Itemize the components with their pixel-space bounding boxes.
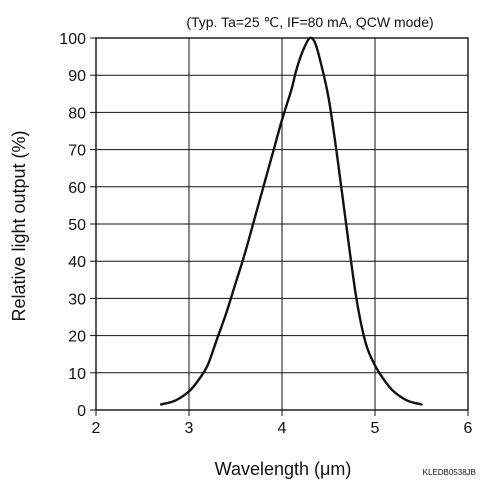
y-axis-title: Relative light output (%)	[9, 130, 29, 321]
x-axis-title: Wavelength (μm)	[215, 459, 352, 479]
y-tick-label: 90	[68, 68, 86, 85]
y-tick-label: 70	[68, 143, 86, 160]
y-tick-label: 50	[68, 217, 86, 234]
series-line-relative-light-output	[159, 36, 423, 406]
x-tick-label: 3	[185, 420, 194, 437]
y-tick-label: 30	[68, 291, 86, 308]
y-tick-label: 20	[68, 329, 86, 346]
y-axis-ticks: 0 10 20 30 40 50 60 70 80 90 100	[59, 31, 96, 420]
y-tick-label: 80	[68, 105, 86, 122]
x-tick-label: 2	[92, 420, 101, 437]
x-tick-label: 6	[464, 420, 473, 437]
y-tick-label: 100	[59, 31, 86, 48]
chart-subtitle: (Typ. Ta=25 ℃, IF=80 mA, QCW mode)	[186, 14, 433, 30]
x-tick-label: 4	[278, 420, 287, 437]
figure-code: KLEDB0538JB	[423, 468, 476, 477]
x-tick-label: 5	[371, 420, 380, 437]
y-tick-label: 10	[68, 366, 86, 383]
y-tick-label: 60	[68, 180, 86, 197]
grid	[96, 38, 468, 410]
y-tick-label: 0	[77, 403, 86, 420]
y-tick-label: 40	[68, 254, 86, 271]
x-axis-ticks: 2 3 4 5 6	[92, 410, 473, 437]
